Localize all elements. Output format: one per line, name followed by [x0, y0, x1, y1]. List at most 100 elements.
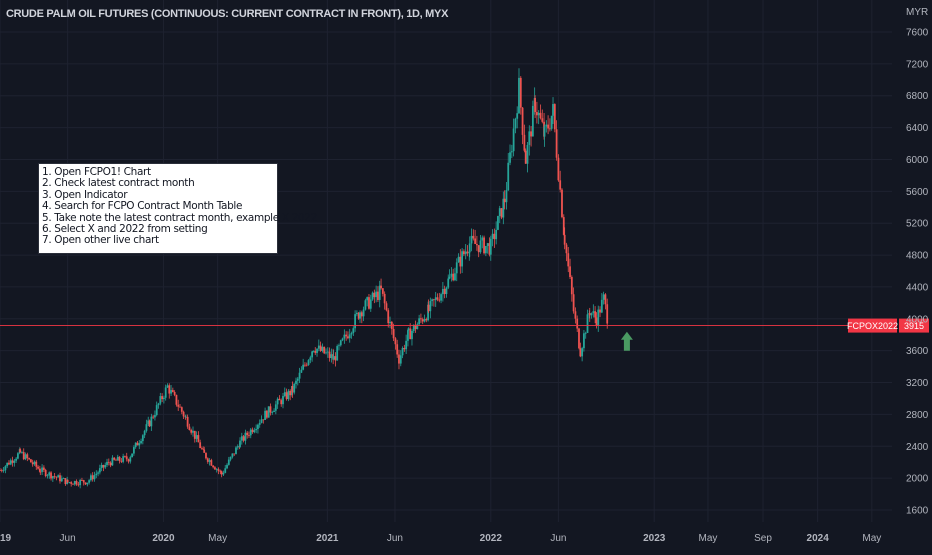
- candle-body: [208, 460, 211, 462]
- candle-body: [120, 460, 123, 462]
- up-arrow-icon: [620, 331, 633, 351]
- candle-body: [193, 430, 196, 439]
- candle-body: [50, 472, 52, 479]
- candle-body: [468, 243, 471, 253]
- candle-body: [348, 334, 351, 339]
- y-tick-label: 3200: [906, 378, 929, 389]
- candle-body: [569, 266, 571, 278]
- candle-body: [171, 390, 174, 392]
- candle-body: [368, 297, 370, 309]
- candle-body: [503, 198, 506, 203]
- candle-body: [201, 447, 203, 449]
- candle-body: [463, 251, 465, 255]
- candle-body: [431, 299, 434, 302]
- y-tick-label: 7600: [906, 27, 929, 38]
- note-line: 4. Search for FCPO Contract Month Table: [42, 200, 243, 213]
- candle-body: [227, 459, 230, 465]
- candle-body: [122, 456, 125, 462]
- candle-body: [231, 453, 234, 457]
- candle-body: [147, 420, 150, 425]
- candle-body: [177, 404, 180, 407]
- candle-body: [373, 292, 376, 298]
- candle-body: [380, 285, 382, 289]
- candle-body: [407, 328, 410, 331]
- candle-body: [389, 321, 391, 324]
- candle-body: [302, 364, 305, 370]
- candle-body: [48, 472, 51, 476]
- candle-body: [497, 216, 499, 230]
- candle-body: [450, 273, 453, 277]
- candle-body: [421, 319, 424, 322]
- candle-body: [339, 340, 342, 346]
- candle-body: [162, 397, 165, 400]
- candle-body: [461, 251, 464, 267]
- candle-body: [345, 334, 348, 337]
- candle-body: [317, 345, 320, 349]
- candle-body: [427, 304, 429, 321]
- candle-body: [399, 355, 402, 364]
- candle-body: [518, 77, 520, 114]
- candle-body: [143, 430, 146, 436]
- candle-body: [77, 484, 80, 486]
- candle-body: [109, 462, 112, 466]
- candle-body: [572, 294, 575, 312]
- candle-body: [219, 470, 222, 472]
- y-tick-label: 6800: [906, 91, 929, 102]
- candle-body: [164, 387, 167, 398]
- candle-body: [523, 134, 526, 151]
- candle-body: [168, 385, 171, 394]
- candle-body: [592, 311, 595, 314]
- x-tick-label: 2022: [480, 533, 503, 544]
- candle-body: [248, 435, 250, 436]
- instruction-note[interactable]: 1. Open FCPO1! Chart 2. Check latest con…: [38, 163, 317, 254]
- candle-body: [251, 429, 254, 433]
- y-tick-label: 4800: [906, 251, 929, 262]
- candle-body: [51, 476, 54, 479]
- candle-body: [0, 470, 1, 472]
- candle-body: [534, 98, 537, 113]
- candle-body: [102, 464, 105, 468]
- y-tick-label: 3600: [906, 346, 929, 357]
- candle-body: [561, 189, 563, 218]
- candle-body: [271, 412, 274, 413]
- candle-body: [136, 442, 139, 446]
- candle-body: [226, 464, 228, 469]
- candle-body: [323, 346, 326, 354]
- candle-body: [212, 465, 215, 468]
- candle-body: [357, 312, 360, 319]
- candle-body: [440, 294, 442, 301]
- candle-body: [519, 77, 522, 108]
- candle-body: [557, 157, 560, 181]
- candle-body: [387, 310, 390, 324]
- candle-body: [291, 386, 294, 393]
- candle-body: [553, 104, 556, 130]
- candle-body: [396, 344, 399, 355]
- candle-body: [548, 128, 551, 130]
- chart-title: CRUDE PALM OIL FUTURES (CONTINUOUS: CURR…: [6, 8, 449, 20]
- candle-body: [264, 410, 266, 420]
- candle-body: [325, 352, 327, 354]
- candle-body: [311, 351, 314, 358]
- candle-body: [355, 312, 358, 315]
- candle-body: [307, 360, 310, 365]
- candle-body: [28, 458, 31, 460]
- note-line: 6. Select X and 2022 from setting: [42, 223, 208, 236]
- x-tick-label: May: [862, 533, 881, 544]
- candle-body: [235, 447, 237, 455]
- candle-body: [70, 482, 73, 484]
- y-tick-label: 5200: [906, 219, 929, 230]
- candle-body: [441, 288, 444, 295]
- candle-body: [64, 478, 67, 485]
- candle-body: [55, 476, 58, 478]
- candle-body: [15, 458, 18, 461]
- candle-body: [362, 309, 365, 317]
- candle-body: [457, 256, 460, 263]
- candle-body: [547, 124, 549, 129]
- candle-body: [298, 372, 301, 379]
- candle-body: [332, 356, 335, 360]
- price-value: 3915: [904, 321, 924, 331]
- candle-body: [98, 468, 101, 473]
- candle-body: [550, 115, 553, 129]
